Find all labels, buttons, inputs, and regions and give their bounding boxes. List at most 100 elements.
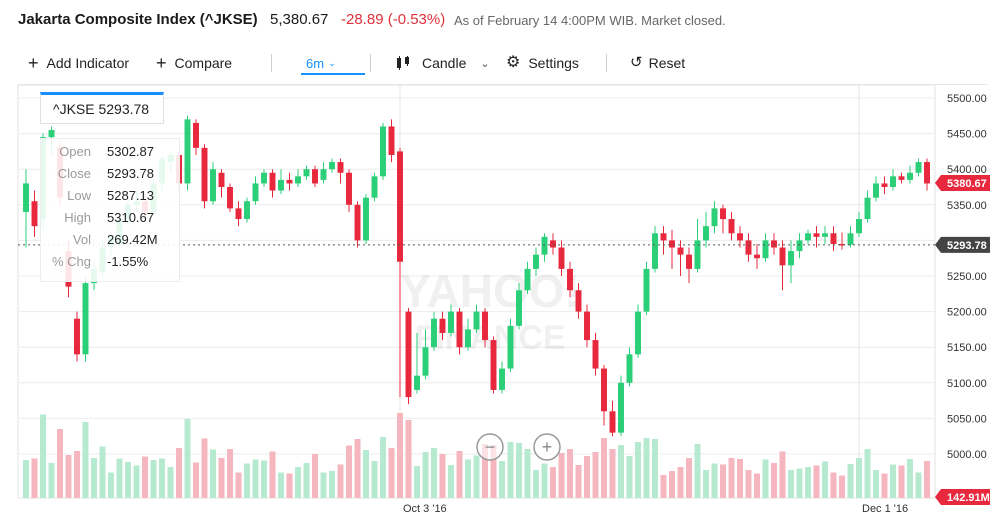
ohlc-close: Close 5293.78 [57, 166, 154, 181]
chart-type-label: Candle [422, 55, 467, 71]
candle-body [380, 126, 386, 177]
candle-body [592, 340, 599, 369]
volume-bar [694, 444, 701, 498]
candle-body [703, 226, 709, 241]
candle-body [864, 197, 871, 220]
volume-bar [354, 439, 361, 498]
y-tick-label: 5100.00 [947, 378, 987, 390]
candle-body [431, 318, 437, 348]
volume-bar [881, 473, 888, 498]
chart-type-selector[interactable]: Candle ⌄ [396, 52, 490, 74]
volume-bar [312, 454, 318, 498]
volume-bar [558, 453, 565, 498]
candle-body [737, 233, 743, 241]
zoom-in-button[interactable]: + [533, 433, 561, 461]
candle-body [201, 147, 208, 202]
volume-bar [499, 461, 505, 498]
zoom-in-glyph: + [542, 437, 553, 457]
volume-bar [711, 463, 718, 498]
candle-body [31, 201, 38, 227]
add-indicator-button[interactable]: + Add Indicator [28, 52, 129, 74]
plus-icon: + [156, 53, 167, 73]
volume-bar [652, 439, 658, 498]
candle-body [805, 233, 811, 241]
candle-body [295, 176, 301, 184]
volume-bar [363, 450, 369, 498]
candle-body [771, 240, 777, 248]
volume-bar [456, 451, 463, 498]
candle-body [507, 325, 514, 369]
candle-body [839, 243, 845, 246]
candle-body [74, 318, 80, 355]
candle-body [363, 197, 369, 241]
candle-body [660, 233, 667, 241]
volume-bar [31, 458, 38, 498]
toolbar-divider [271, 54, 272, 72]
zoom-out-icon [476, 433, 504, 461]
volume-bar [465, 459, 471, 498]
hover-price-badge: 5293.78 [947, 240, 987, 252]
volume-bar [388, 448, 395, 498]
candle-body [439, 318, 446, 333]
volume-bar [762, 459, 769, 498]
range-selector[interactable]: 6m ⌄ [306, 52, 336, 74]
last-price: 5,380.67 [270, 11, 329, 28]
candle-body [626, 354, 633, 383]
volume-bar [99, 446, 106, 498]
y-tick-label: 5400.00 [947, 164, 987, 176]
volume-bar [864, 449, 871, 498]
zoom-out-button[interactable]: − [476, 433, 504, 461]
volume-bar [771, 463, 777, 498]
candle-body [82, 283, 89, 355]
ohlc-volume: Vol 269.42M [72, 232, 158, 247]
watermark-yahoo: YAHOO! [400, 265, 580, 317]
range-underline [301, 73, 365, 75]
chevron-down-icon: ⌄ [328, 57, 336, 68]
volume-bar [65, 455, 72, 498]
candle-body [414, 375, 420, 390]
watermark-finance: FINANCE [414, 319, 565, 357]
volume-bar [473, 455, 480, 498]
candle-body [278, 179, 284, 191]
volume-bar [813, 465, 820, 498]
add-indicator-label: Add Indicator [46, 55, 130, 71]
candle-body [193, 122, 199, 148]
index-title: Jakarta Composite Index (^JKSE) [18, 11, 258, 28]
hover-price-badge-bg [935, 236, 990, 253]
candle-body [881, 183, 888, 187]
candle-body [907, 172, 913, 180]
volume-bar [490, 445, 497, 498]
reset-label: Reset [648, 55, 686, 71]
chevron-down-icon: ⌄ [480, 57, 490, 70]
chart-toolbar: + Add Indicator + Compare 6m ⌄ Candle ⌄ … [18, 42, 988, 85]
candle-body [601, 368, 607, 412]
volume-bar [830, 472, 837, 498]
reset-button[interactable]: ↺ Reset [630, 52, 685, 74]
candle-body [711, 208, 718, 227]
candle-body [533, 254, 539, 269]
volume-bar [754, 473, 760, 498]
volume-badge-bg [935, 489, 990, 505]
candle-body [235, 208, 242, 220]
volume-bar [669, 471, 675, 498]
y-tick-label: 5150.00 [947, 342, 987, 354]
tooltip-label: ^JKSE 5293.78 [53, 101, 150, 117]
candle-body [873, 183, 879, 198]
settings-label: Settings [528, 55, 579, 71]
volume-bar [227, 449, 233, 498]
volume-bar [176, 448, 182, 498]
settings-button[interactable]: ⚙ Settings [506, 52, 579, 74]
candle-body [915, 162, 922, 173]
volume-bar [745, 470, 752, 498]
compare-button[interactable]: + Compare [156, 52, 232, 74]
volume-bar [23, 460, 29, 498]
volume-bar [677, 467, 684, 498]
y-tick-label: 5500.00 [947, 93, 987, 105]
volume-bar [193, 462, 199, 498]
volume-bar [873, 470, 879, 498]
candle-body [210, 169, 216, 202]
candle-body [686, 254, 692, 269]
volume-bar [218, 458, 225, 498]
candle-body [635, 311, 641, 355]
volume-bar [626, 456, 633, 498]
